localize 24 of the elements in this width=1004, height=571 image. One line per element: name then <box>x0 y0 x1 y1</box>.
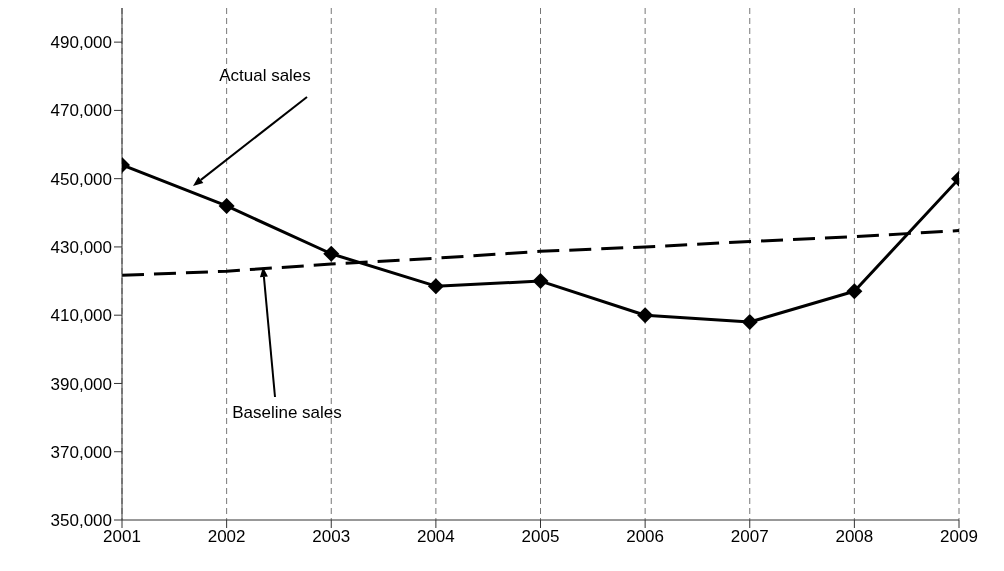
point <box>637 307 654 324</box>
y-tick-label: 410,000 <box>50 306 112 326</box>
y-tick-label: 430,000 <box>50 237 112 257</box>
x-tick-label: 2004 <box>416 527 455 547</box>
x-tick-label: 2007 <box>730 527 769 547</box>
x-tick-label: 2008 <box>835 527 874 547</box>
x-tick-label: 2002 <box>207 527 246 547</box>
y-tick-label: 490,000 <box>50 33 112 53</box>
point <box>323 245 340 262</box>
y-tick-label: 450,000 <box>50 169 112 189</box>
y-tick-label: 470,000 <box>50 101 112 121</box>
point <box>846 283 863 300</box>
y-tick-label: 390,000 <box>50 374 112 394</box>
x-tick-label: 2006 <box>626 527 665 547</box>
x-tick-label: 2003 <box>312 527 351 547</box>
x-tick-label: 2009 <box>940 527 978 547</box>
point <box>532 273 549 290</box>
annotation: Baseline sales <box>232 403 342 422</box>
x-tick-label: 2005 <box>521 527 560 547</box>
point <box>427 278 444 295</box>
y-tick-label: 370,000 <box>50 442 112 462</box>
point <box>218 197 235 214</box>
point <box>741 314 758 331</box>
annotation: Actual sales <box>219 66 311 85</box>
